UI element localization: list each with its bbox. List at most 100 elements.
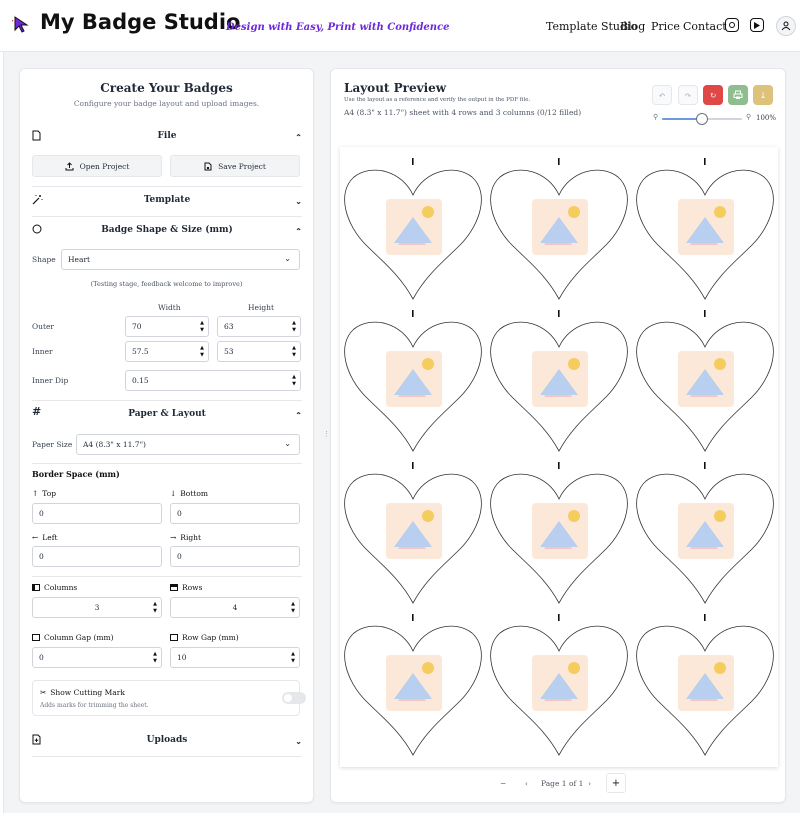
section-paper-header[interactable]: # Paper & Layout ⌃ bbox=[32, 405, 302, 425]
inner-dip-value: 0.15 bbox=[132, 376, 149, 385]
youtube-icon[interactable] bbox=[750, 18, 764, 32]
cutting-mark-toggle[interactable] bbox=[282, 692, 306, 704]
chevron-down-icon: ⌄ bbox=[284, 439, 291, 448]
spinner-icon[interactable]: ▲ ▼ bbox=[292, 320, 296, 333]
save-file-icon bbox=[204, 162, 212, 170]
badge-slot[interactable] bbox=[486, 457, 632, 609]
reset-button[interactable]: ↻ bbox=[703, 85, 723, 105]
rows-icon bbox=[170, 584, 178, 591]
zoom-out-icon[interactable]: ⚲ bbox=[653, 113, 659, 121]
outer-width-input[interactable]: 70 ▲ ▼ bbox=[125, 316, 209, 337]
spinner-icon[interactable]: ▲ ▼ bbox=[153, 601, 157, 614]
spinner-icon[interactable]: ▲ ▼ bbox=[200, 320, 204, 333]
open-project-button[interactable]: Open Project bbox=[32, 155, 162, 177]
border-bottom-value: 0 bbox=[177, 509, 182, 518]
row-gap-input[interactable]: 10 ▲ ▼ bbox=[170, 647, 300, 668]
rows-input[interactable]: 4 ▲ ▼ bbox=[170, 597, 300, 618]
spinner-icon[interactable]: ▲ ▼ bbox=[291, 651, 295, 664]
spinner-icon[interactable]: ▲ ▼ bbox=[153, 651, 157, 664]
image-placeholder-icon bbox=[678, 199, 734, 255]
preview-hint: Use the layout as a reference and verify… bbox=[344, 97, 531, 103]
zoom-slider[interactable] bbox=[662, 113, 742, 125]
divider bbox=[32, 756, 302, 757]
zoom-in-icon[interactable]: ⚲ bbox=[746, 113, 752, 121]
redo-icon: ↷ bbox=[684, 90, 692, 100]
nav-price[interactable]: Price bbox=[651, 20, 680, 33]
inner-width-value: 57.5 bbox=[132, 347, 149, 356]
badge-slot[interactable] bbox=[632, 153, 778, 305]
outer-height-input[interactable]: 63 ▲ ▼ bbox=[217, 316, 301, 337]
column-gap-label: Column Gap (mm) bbox=[32, 633, 114, 642]
print-button[interactable] bbox=[728, 85, 748, 105]
cutting-mark-desc: Adds marks for trimming the sheet. bbox=[40, 702, 149, 709]
resize-handle-icon[interactable]: ⋮ bbox=[323, 430, 330, 438]
columns-icon bbox=[32, 584, 40, 591]
nav-template-studio[interactable]: Template Studio bbox=[546, 20, 638, 33]
download-button[interactable]: ⤓ bbox=[753, 85, 773, 105]
badge-slot[interactable] bbox=[486, 305, 632, 457]
arrow-down-icon: ↓ bbox=[170, 489, 177, 498]
zoom-slider-thumb[interactable] bbox=[696, 113, 708, 125]
wand-icon bbox=[32, 195, 43, 205]
open-project-label: Open Project bbox=[79, 161, 130, 171]
chevron-up-icon: ⌃ bbox=[295, 226, 302, 236]
chevron-up-icon: ⌃ bbox=[295, 132, 302, 142]
spinner-icon[interactable]: ▲ ▼ bbox=[292, 374, 296, 387]
save-project-button[interactable]: Save Project bbox=[170, 155, 300, 177]
inner-dip-input[interactable]: 0.15 ▲ ▼ bbox=[125, 370, 301, 391]
section-template-title: Template bbox=[143, 195, 191, 205]
nav-blog[interactable]: Blog bbox=[620, 20, 646, 33]
divider bbox=[32, 463, 302, 464]
download-icon: ⤓ bbox=[759, 90, 767, 100]
instagram-icon[interactable] bbox=[725, 18, 739, 32]
section-template-header[interactable]: Template ⌄ bbox=[32, 191, 302, 211]
preview-title: Layout Preview bbox=[344, 81, 447, 95]
section-uploads-title: Uploads bbox=[146, 735, 188, 745]
border-left-input[interactable]: 0 bbox=[32, 546, 162, 567]
border-top-value: 0 bbox=[39, 509, 44, 518]
section-file-header[interactable]: File ⌃ bbox=[32, 127, 302, 147]
height-label: Height bbox=[248, 303, 275, 312]
border-top-input[interactable]: 0 bbox=[32, 503, 162, 524]
badge-slot[interactable] bbox=[340, 153, 486, 305]
rows-value: 4 bbox=[232, 603, 238, 612]
spinner-icon[interactable]: ▲ ▼ bbox=[292, 345, 296, 358]
spinner-icon[interactable]: ▲ ▼ bbox=[291, 601, 295, 614]
undo-button[interactable]: ↶ bbox=[652, 85, 672, 105]
badge-slot[interactable] bbox=[340, 305, 486, 457]
cutting-mark-title: ✂ Show Cutting Mark bbox=[40, 688, 125, 697]
next-page-button[interactable]: › bbox=[588, 779, 591, 788]
nav-contact[interactable]: Contact bbox=[683, 20, 727, 33]
badge-slot[interactable] bbox=[340, 457, 486, 609]
columns-input[interactable]: 3 ▲ ▼ bbox=[32, 597, 162, 618]
redo-button[interactable]: ↷ bbox=[678, 85, 698, 105]
paper-size-select[interactable]: A4 (8.3" x 11.7") ⌄ bbox=[76, 434, 300, 455]
column-gap-input[interactable]: 0 ▲ ▼ bbox=[32, 647, 162, 668]
zoom-minus-button[interactable]: − bbox=[500, 779, 507, 788]
section-shape-header[interactable]: Badge Shape & Size (mm) ⌃ bbox=[32, 221, 302, 241]
arrow-left-icon: ← bbox=[32, 533, 39, 542]
zoom-plus-button[interactable]: + bbox=[606, 773, 626, 793]
shape-note: (Testing stage, feedback welcome to impr… bbox=[90, 280, 243, 288]
border-right-input[interactable]: 0 bbox=[170, 546, 300, 567]
inner-width-input[interactable]: 57.5 ▲ ▼ bbox=[125, 341, 209, 362]
prev-page-button[interactable]: ‹ bbox=[525, 779, 528, 788]
badge-slot[interactable] bbox=[632, 305, 778, 457]
badge-slot[interactable] bbox=[486, 609, 632, 761]
shape-select[interactable]: Heart ⌄ bbox=[61, 249, 300, 270]
badge-slot[interactable] bbox=[632, 609, 778, 761]
outer-width-value: 70 bbox=[132, 322, 142, 331]
border-bottom-input[interactable]: 0 bbox=[170, 503, 300, 524]
spinner-icon[interactable]: ▲ ▼ bbox=[200, 345, 204, 358]
badge-slot[interactable] bbox=[340, 609, 486, 761]
image-placeholder-icon bbox=[386, 655, 442, 711]
user-avatar[interactable] bbox=[776, 16, 796, 36]
badge-slot[interactable] bbox=[632, 457, 778, 609]
brand-name[interactable]: My Badge Studio bbox=[40, 10, 241, 34]
image-placeholder-icon bbox=[386, 199, 442, 255]
section-uploads-header[interactable]: Uploads ⌄ bbox=[32, 731, 302, 751]
user-icon bbox=[781, 21, 791, 31]
inner-height-input[interactable]: 53 ▲ ▼ bbox=[217, 341, 301, 362]
width-label: Width bbox=[158, 303, 181, 312]
badge-slot[interactable] bbox=[486, 153, 632, 305]
